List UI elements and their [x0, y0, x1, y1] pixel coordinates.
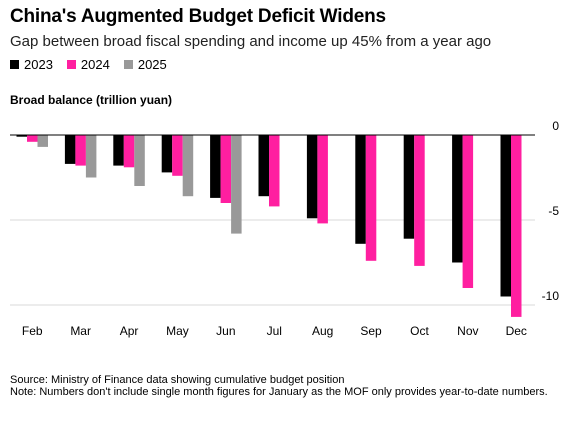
- legend-item-2025: 2025: [123, 57, 167, 72]
- x-tick-label-oct: Oct: [410, 324, 429, 338]
- bar-2023-sep: [355, 135, 366, 244]
- x-tick-label-nov: Nov: [457, 324, 478, 338]
- legend-label-2025: 2025: [137, 57, 167, 72]
- bar-2023-aug: [306, 135, 318, 219]
- footnote: Note: Numbers don't include single month…: [10, 386, 548, 398]
- legend-swatch-2025: [123, 60, 133, 69]
- bar-2024-oct: [414, 135, 425, 266]
- bar-2024-apr: [123, 135, 135, 168]
- bar-2023-jul: [258, 135, 269, 197]
- x-tick-label-sep: Sep: [360, 324, 382, 338]
- bar-2024-nov: [462, 135, 474, 288]
- bar-2025-mar: [85, 135, 97, 178]
- bar-2024-may: [172, 135, 183, 176]
- x-tick-label-jul: Jul: [267, 324, 282, 338]
- x-tick-label-aug: Aug: [312, 324, 333, 338]
- bar-2024-jun: [220, 135, 232, 203]
- bar-2023-jun: [210, 135, 221, 198]
- x-tick-label-mar: Mar: [70, 324, 91, 338]
- bar-2025-jun: [231, 135, 242, 234]
- y-tick-label-2: -10: [542, 289, 560, 303]
- legend: 2023 2024 2025: [10, 57, 167, 72]
- bar-2024-sep: [365, 135, 377, 261]
- y-tick-label-0: 0: [552, 119, 559, 133]
- bar-2025-may: [182, 135, 194, 197]
- footer: Source: Ministry of Finance data showing…: [10, 374, 570, 398]
- legend-item-2023: 2023: [10, 57, 53, 72]
- bar-2024-aug: [317, 135, 328, 224]
- x-tick-label-apr: Apr: [120, 324, 139, 338]
- x-tick-label-may: May: [166, 324, 189, 338]
- bar-2023-dec: [500, 135, 511, 297]
- y-tick-label-1: -5: [548, 204, 559, 218]
- bar-2025-feb: [37, 135, 48, 147]
- y-axis-label: Broad balance (trillion yuan): [10, 93, 173, 107]
- bar-2023-mar: [64, 135, 76, 164]
- bar-2024-mar: [75, 135, 86, 166]
- bar-chart: Feb Mar Apr May Jun Jul Aug Sep Oct Nov Dec 0 -5 -10: [10, 119, 560, 338]
- chart-title: China's Augmented Budget Deficit Widens: [10, 6, 386, 27]
- bar-2023-feb: [16, 135, 27, 137]
- legend-swatch-2023: [10, 60, 19, 69]
- legend-label-2023: 2023: [24, 57, 53, 72]
- legend-swatch-2024: [66, 60, 76, 69]
- legend-label-2024: 2024: [80, 57, 110, 72]
- x-tick-label-feb: Feb: [22, 324, 43, 338]
- bar-2023-may: [161, 135, 173, 173]
- bar-2025-apr: [134, 135, 145, 186]
- x-tick-label-dec: Dec: [506, 324, 527, 338]
- bar-2024-feb: [27, 135, 38, 142]
- bar-2023-oct: [403, 135, 415, 239]
- source-note: Source: Ministry of Finance data showing…: [10, 374, 345, 386]
- bar-2024-dec: [511, 135, 522, 317]
- bar-2024-jul: [269, 135, 280, 207]
- x-tick-label-jun: Jun: [216, 324, 235, 338]
- legend-item-2024: 2024: [66, 57, 110, 72]
- chart-subtitle: Gap between broad fiscal spending and in…: [10, 33, 492, 50]
- bar-2023-apr: [113, 135, 124, 166]
- bar-2023-nov: [452, 135, 463, 263]
